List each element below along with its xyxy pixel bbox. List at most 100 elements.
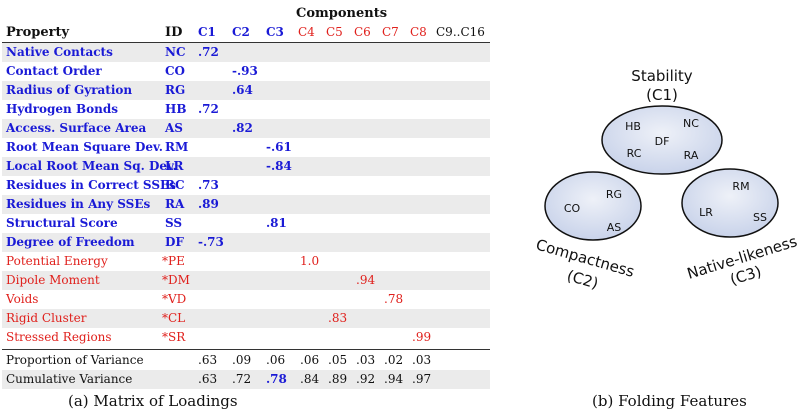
loading-value: 1.0 (300, 254, 320, 268)
component-header: C6 (354, 25, 371, 39)
member-label: RM (732, 180, 749, 193)
property-name: Contact Order (6, 64, 102, 78)
property-id: *PE (162, 254, 185, 268)
member-label: HB (625, 120, 641, 133)
component-header: C5 (326, 25, 343, 39)
member-label: SS (753, 211, 767, 224)
variance-value: .94 (384, 372, 404, 386)
property-id: CO (165, 64, 186, 78)
loading-value: -.73 (198, 235, 224, 249)
table-row: Root Mean Square Dev. RM -.61 (2, 138, 490, 157)
table-row: Voids *VD .78 (2, 290, 490, 309)
component-header: C2 (232, 25, 250, 39)
loading-value: .72 (198, 102, 219, 116)
member-label: LR (699, 206, 713, 219)
table-row: Local Root Mean Sq. Dev. LR -.84 (2, 157, 490, 176)
loading-value: .64 (232, 83, 253, 97)
property-id: *VD (162, 292, 187, 306)
variance-value: .06 (266, 353, 286, 367)
component-header: C8 (410, 25, 427, 39)
loading-value: .78 (384, 292, 404, 306)
variance-value: .05 (328, 353, 348, 367)
loading-value: -.84 (266, 159, 292, 173)
property-name: Potential Energy (6, 254, 108, 268)
compactness-subtitle: (C2) (565, 267, 600, 293)
component-header: C7 (382, 25, 399, 39)
loading-value: -.61 (266, 140, 292, 154)
variance-value: .02 (384, 353, 404, 367)
table-row: Stressed Regions *SR .99 (2, 328, 490, 347)
component-header: C1 (198, 25, 216, 39)
loading-value: -.93 (232, 64, 258, 78)
table-row: Residues in Any SSEs RA .89 (2, 195, 490, 214)
variance-value: .03 (356, 353, 376, 367)
stability-subtitle: (C1) (646, 86, 678, 104)
property-name: Dipole Moment (6, 273, 100, 287)
member-label: RA (684, 149, 699, 162)
loading-value: .82 (232, 121, 253, 135)
summary-row: Proportion of Variance .63 .09 .06 .06 .05 .03… (2, 351, 490, 370)
summary-label: Proportion of Variance (6, 353, 144, 367)
loading-value: .83 (328, 311, 348, 325)
property-name: Access. Surface Area (6, 121, 147, 135)
variance-value: .97 (412, 372, 432, 386)
cluster-native-likeness: RM LR SS Native-likeness (C3) (681, 168, 799, 289)
table-row: Contact Order CO -.93 (2, 62, 490, 81)
property-id: RA (165, 197, 185, 211)
stability-title: Stability (631, 67, 693, 85)
property-id: *CL (162, 311, 186, 325)
property-name: Residues in Correct SSEs (6, 178, 176, 192)
loading-value: .73 (198, 178, 219, 192)
loading-value: .81 (266, 216, 287, 230)
native-likeness-ellipse (681, 168, 779, 238)
property-id: RG (165, 83, 186, 97)
variance-value: .78 (266, 372, 287, 386)
table-row: Rigid Cluster *CL .83 (2, 309, 490, 328)
property-id: LR (165, 159, 184, 173)
property-name: Voids (6, 292, 39, 306)
header-row: Property ID C1 C2 C3 C4 C5 C6 C7 C8 C9..… (2, 23, 490, 42)
cluster-stability: Stability (C1) HB NC DF RC RA (601, 67, 723, 175)
component-header: C4 (298, 25, 315, 39)
property-name: Radius of Gyration (6, 83, 133, 97)
property-name: Degree of Freedom (6, 235, 135, 249)
stability-ellipse (601, 105, 723, 175)
header-rule (2, 42, 490, 43)
variance-value: .06 (300, 353, 320, 367)
table-row: Potential Energy *PE 1.0 (2, 252, 490, 271)
property-name: Stressed Regions (6, 330, 112, 344)
variance-value: .63 (198, 372, 218, 386)
loading-value: .89 (198, 197, 219, 211)
property-name: Hydrogen Bonds (6, 102, 118, 116)
property-name: Native Contacts (6, 45, 113, 59)
member-label: DF (655, 135, 670, 148)
property-id: HB (165, 102, 187, 116)
component-header: C9..C16 (436, 25, 485, 39)
components-header: Components (296, 6, 388, 21)
cluster-compactness: RG CO AS Compactness (C2) (534, 171, 642, 293)
variance-value: .92 (356, 372, 376, 386)
member-label: CO (564, 202, 581, 215)
property-id: RM (165, 140, 189, 154)
property-id: DF (165, 235, 184, 249)
table-row: Access. Surface Area AS .82 (2, 119, 490, 138)
member-label: RG (606, 188, 622, 201)
table-row: Degree of Freedom DF -.73 (2, 233, 490, 252)
summary-rule (2, 349, 490, 350)
member-label: AS (607, 221, 622, 234)
caption-right: (b) Folding Features (592, 392, 747, 410)
table-row: Native Contacts NC .72 (2, 43, 490, 62)
table-row: Hydrogen Bonds HB .72 (2, 100, 490, 119)
loading-value: .99 (412, 330, 432, 344)
variance-value: .03 (412, 353, 432, 367)
table-row: Radius of Gyration RG .64 (2, 81, 490, 100)
property-id: *SR (162, 330, 186, 344)
table-row: Structural Score SS .81 (2, 214, 490, 233)
property-name: Residues in Any SSEs (6, 197, 151, 211)
member-label: NC (683, 117, 699, 130)
loading-value: .94 (356, 273, 376, 287)
property-id: SS (165, 216, 183, 230)
property-name: Structural Score (6, 216, 118, 230)
member-label: RC (627, 147, 642, 160)
